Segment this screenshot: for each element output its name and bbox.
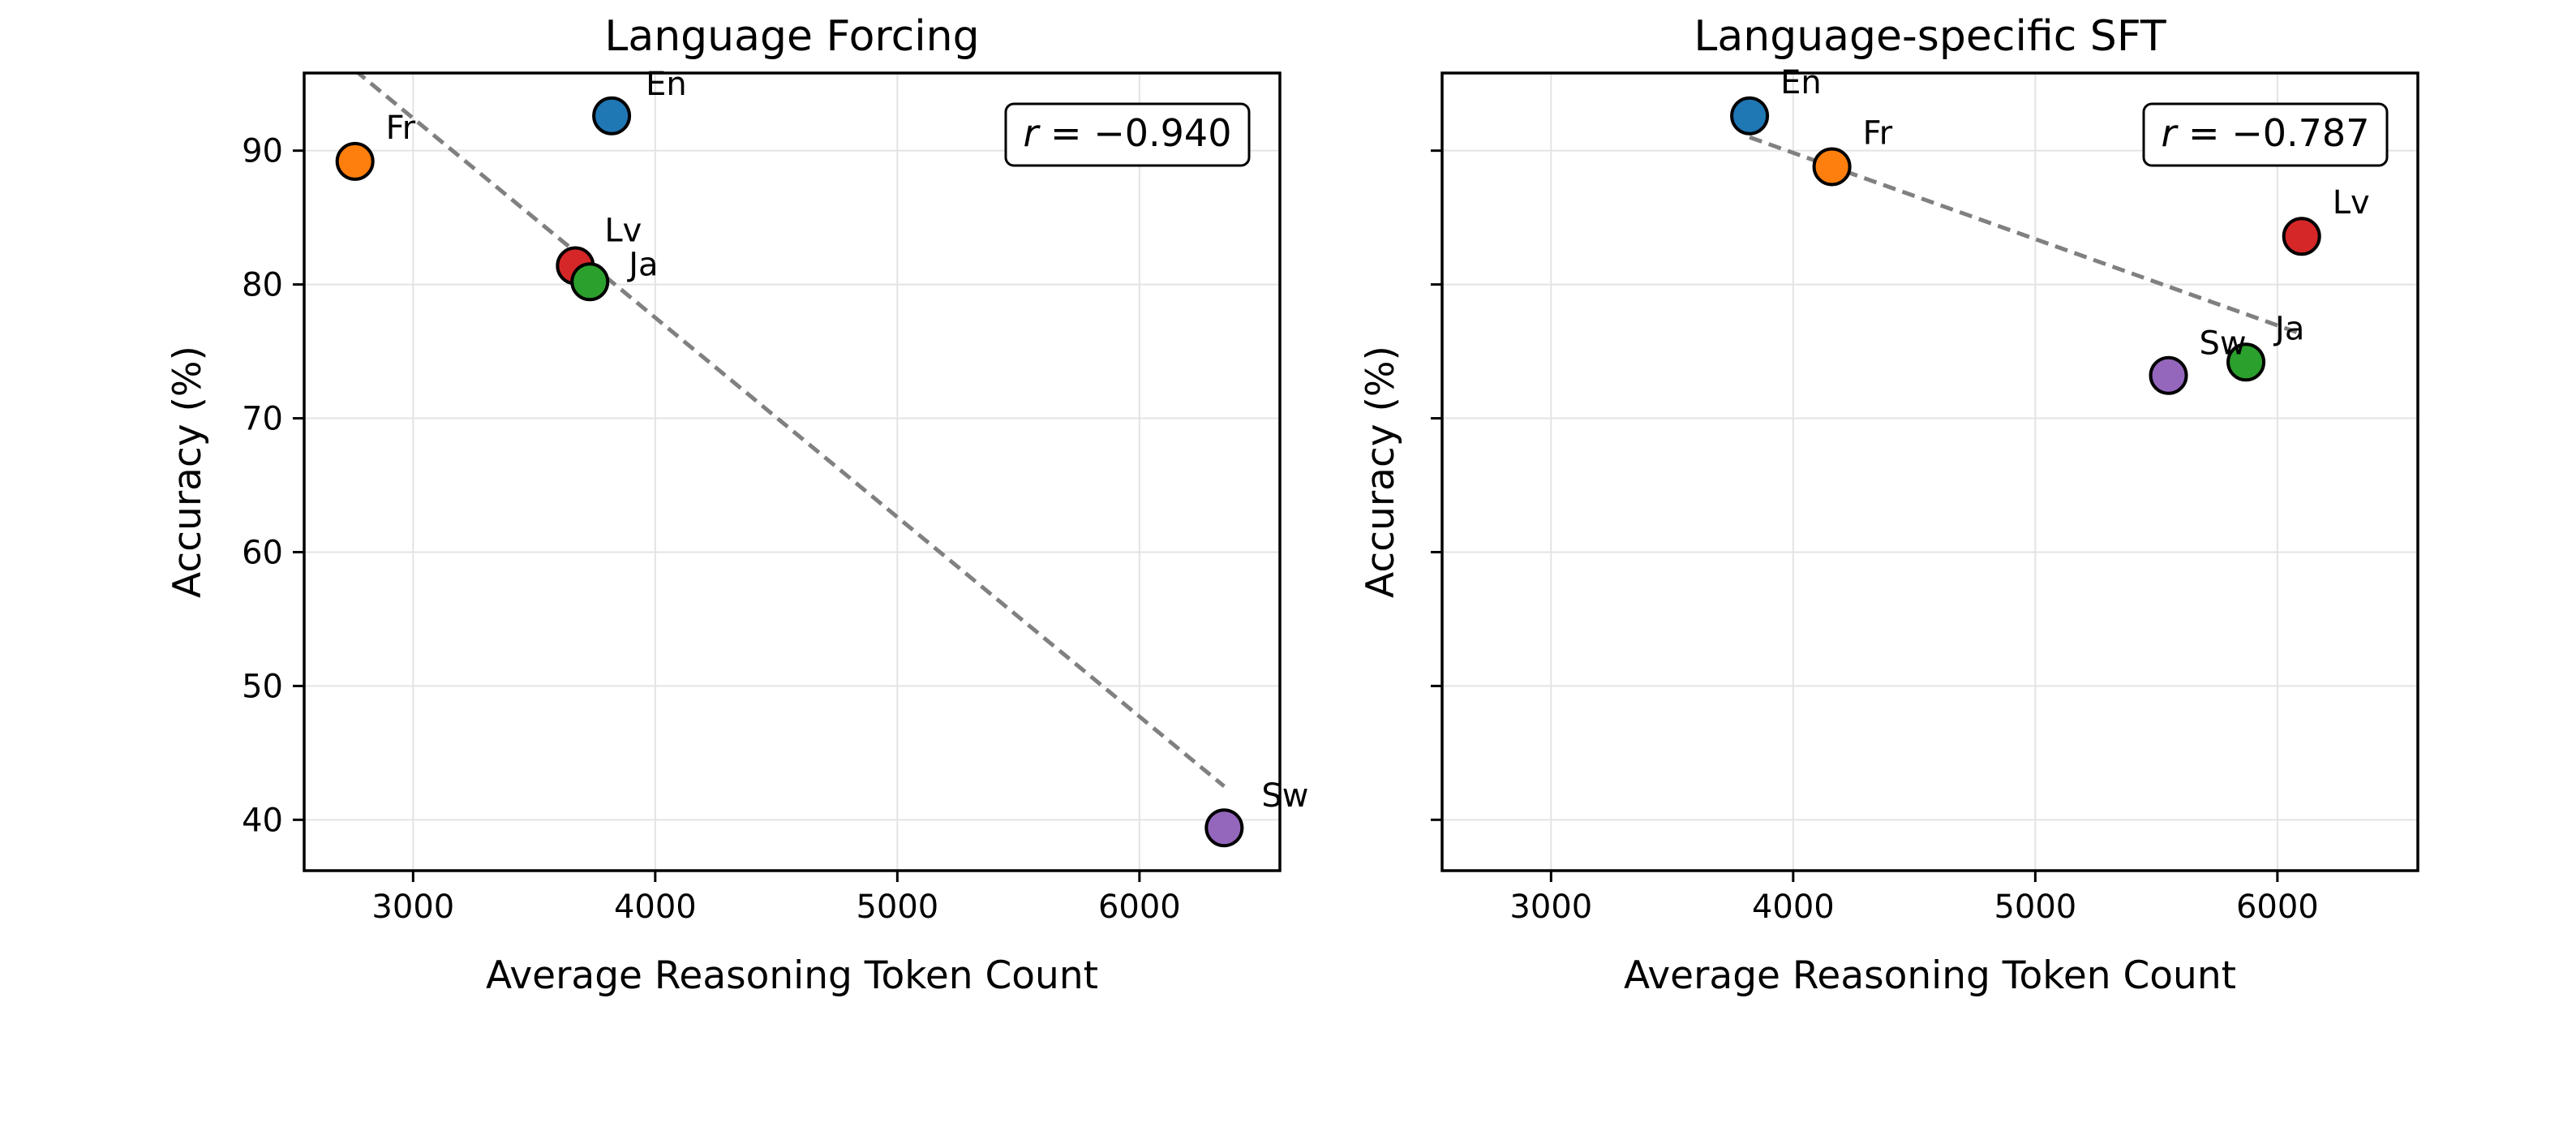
chart-1-x-tick-label: 3000 <box>1509 889 1592 926</box>
chart-1-y-axis-label: Accuracy (%) <box>1359 346 1403 598</box>
chart-0-point-label-ja: Ja <box>626 246 658 283</box>
chart-1-point-en <box>1730 96 1770 136</box>
chart-0-y-tick-label: 40 <box>242 802 283 839</box>
chart-0-point-label-en: En <box>646 66 687 103</box>
chart-0-correlation-box: r = −0.940 <box>1004 102 1251 167</box>
chart-0-y-tick-label: 90 <box>242 133 283 170</box>
chart-1-point-sw <box>2149 355 2188 395</box>
chart-1-x-tick-label: 4000 <box>1752 889 1835 926</box>
chart-0-correlation-label: r = −0.940 <box>1024 111 1232 155</box>
chart-1-x-axis-label: Average Reasoning Token Count <box>1624 953 2236 998</box>
chart-1-x-tick-label: 6000 <box>2236 889 2319 926</box>
chart-0-y-tick-label: 50 <box>242 668 283 705</box>
chart-1-x-tick-label: 5000 <box>1994 889 2076 926</box>
chart-0-point-fr <box>335 141 375 181</box>
chart-0-point-label-fr: Fr <box>386 110 416 147</box>
chart-0-x-axis-label: Average Reasoning Token Count <box>486 953 1098 998</box>
chart-0-y-tick-label: 80 <box>242 267 283 304</box>
chart-0-y-axis-label: Accuracy (%) <box>165 346 210 598</box>
chart-0-x-tick-label: 3000 <box>371 889 454 926</box>
chart-1-trendline <box>1749 135 2303 336</box>
chart-0-point-en <box>592 96 632 136</box>
chart-0-x-tick-label: 5000 <box>856 889 938 926</box>
chart-0-correlation-box-frame <box>1004 102 1251 167</box>
chart-0-y-tick-label: 70 <box>242 401 283 438</box>
chart-1-correlation-box-frame <box>2142 102 2389 167</box>
chart-1-point-label-en: En <box>1780 64 1822 101</box>
chart-0-point-label-sw: Sw <box>1261 777 1308 815</box>
chart-1-point-ja <box>2226 342 2266 382</box>
chart-0-y-tick-label: 60 <box>242 534 283 571</box>
chart-0-trendline <box>354 73 1226 789</box>
chart-0-point-sw <box>1204 808 1244 848</box>
chart-0-title: Language Forcing <box>604 12 979 61</box>
chart-0-axes-frame <box>303 71 1282 872</box>
chart-0-x-tick-label: 6000 <box>1098 889 1181 926</box>
chart-0-point-ja <box>570 262 610 302</box>
chart-1-correlation-label: r = −0.787 <box>2162 111 2370 155</box>
chart-0-point-label-lv: Lv <box>604 213 642 250</box>
chart-1-correlation-box: r = −0.787 <box>2142 102 2389 167</box>
chart-1-point-label-fr: Fr <box>1863 114 1893 152</box>
panel-language-specific-sft: En Fr Lv Sw Ja 3000 4000 5000 6000 Language-speci… <box>1359 12 2419 998</box>
chart-1-point-label-sw: Sw <box>2200 325 2247 363</box>
chart-1-point-label-lv: Lv <box>2333 184 2370 222</box>
chart-1-point-lv <box>2282 217 2321 256</box>
chart-1-point-label-ja: Ja <box>2273 310 2304 347</box>
chart-1-axes-frame <box>1440 71 2419 872</box>
chart-1-title: Language-specific SFT <box>1694 12 2166 61</box>
chart-1-point-fr <box>1812 147 1852 187</box>
chart-0-x-tick-label: 4000 <box>614 889 697 926</box>
